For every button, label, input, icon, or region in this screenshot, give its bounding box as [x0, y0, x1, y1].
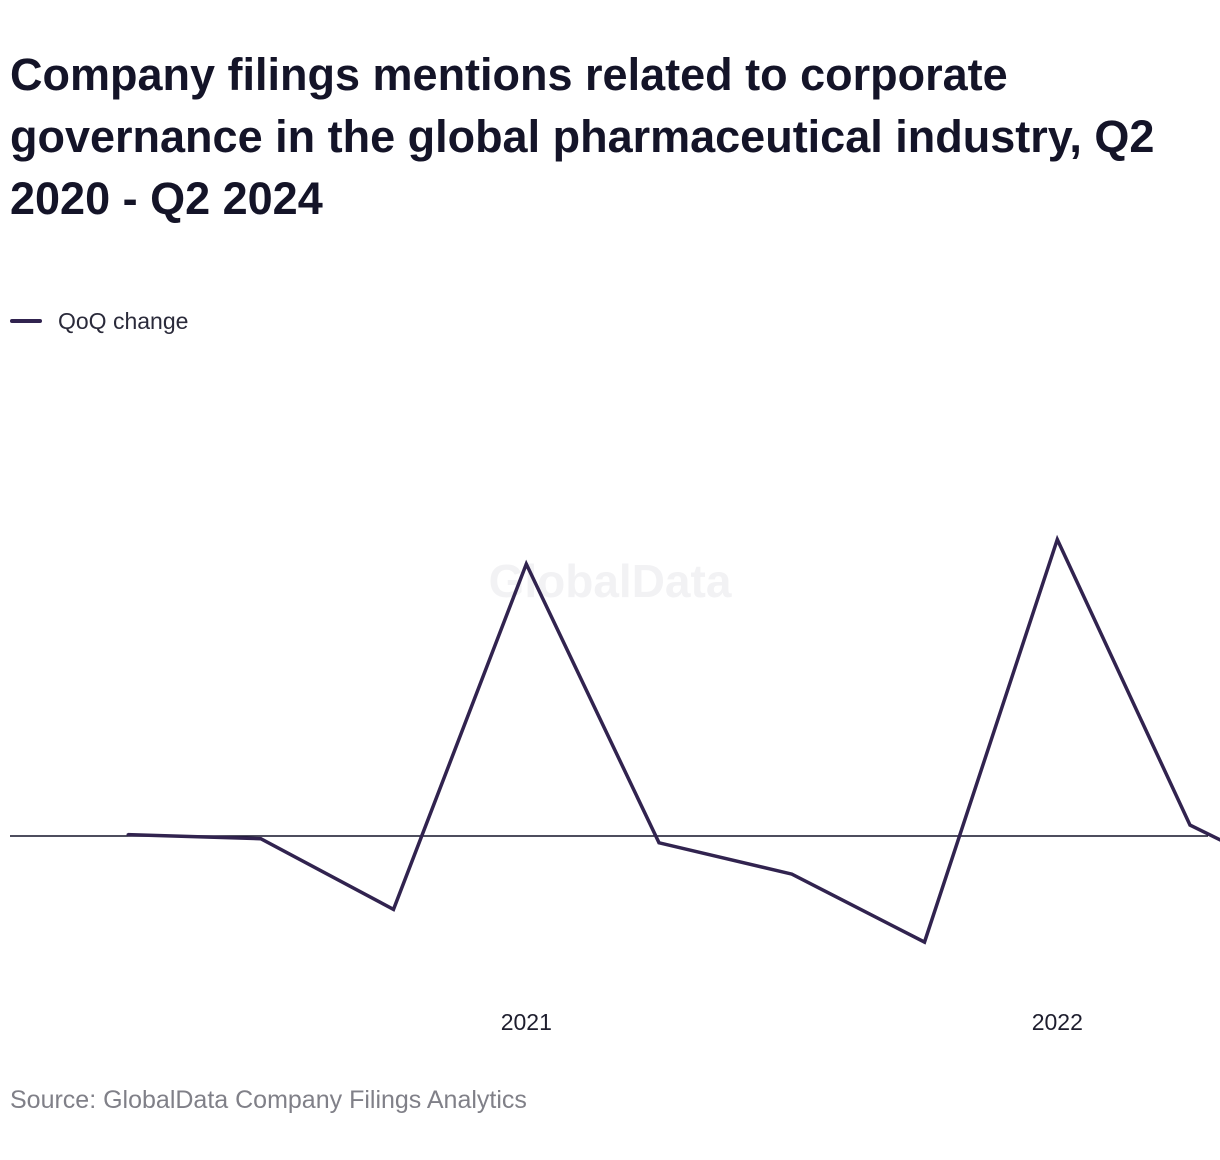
data-point: [392, 907, 395, 911]
source-note: Source: GlobalData Company Filings Analy…: [10, 1086, 527, 1114]
legend: QoQ change: [10, 306, 188, 336]
series-line-qoq-change: [127, 534, 1220, 945]
data-point: [126, 833, 130, 837]
data-point: [259, 837, 263, 841]
line-chart: GlobalData 2021202220232024: [10, 534, 1220, 1035]
data-point: [524, 562, 528, 566]
x-tick-label: 2021: [501, 1009, 552, 1035]
watermark-text: GlobalData: [489, 555, 732, 607]
data-point: [657, 841, 661, 845]
data-point: [923, 940, 926, 944]
chart-title: Company filings mentions related to corp…: [10, 49, 1155, 224]
legend-swatch: [10, 319, 42, 323]
data-point: [1188, 823, 1192, 827]
legend-label: QoQ change: [58, 307, 189, 334]
data-point: [790, 872, 794, 876]
x-tick-label: 2022: [1032, 1009, 1083, 1035]
data-point: [1055, 538, 1059, 541]
